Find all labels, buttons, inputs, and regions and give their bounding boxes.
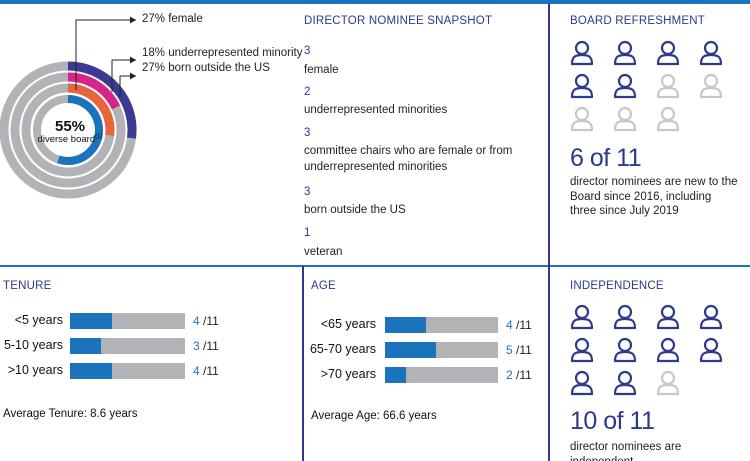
diverse-board-label: diverse board(1) (37, 134, 103, 146)
section-divider-vertical (548, 4, 550, 461)
bar-fill (70, 363, 112, 379)
bar-label: <65 years (320, 317, 376, 331)
bar-label: 5-10 years (3, 338, 63, 352)
leader-underrepresented-minority-arrowhead (130, 56, 136, 64)
bar-denominator: /11 (516, 318, 532, 332)
bar-denominator: /11 (516, 343, 532, 357)
independence-description: director nominees are independent. (570, 441, 682, 461)
bar-label: >70 years (320, 367, 376, 381)
bar-label: 65-70 years (309, 342, 376, 356)
bar-track (385, 342, 498, 358)
leader-female-arrowhead (130, 16, 136, 24)
person-icon (656, 40, 680, 66)
tenure-title: TENURE (3, 280, 52, 292)
legend-female: 27% female (142, 13, 203, 25)
person-icon (570, 40, 594, 66)
average-age: Average Age: 66.6 years (311, 410, 437, 422)
bar-track (385, 317, 498, 333)
person-icon (699, 40, 723, 66)
refreshment-title: BOARD REFRESHMENT (570, 15, 706, 27)
person-icon (613, 304, 637, 330)
bar-fill (70, 313, 112, 329)
snapshot-text: committee chairs who are female or from … (304, 145, 513, 173)
bar-track (70, 338, 185, 354)
snapshot-text: veteran (304, 246, 343, 258)
bar-denominator: /11 (203, 314, 219, 328)
person-icon (656, 73, 680, 99)
bar-count: 4 (506, 318, 517, 332)
bar-label: >10 years (7, 363, 63, 377)
person-icon (570, 337, 594, 363)
person-icon (613, 73, 637, 99)
snapshot-text: born outside the US (304, 204, 406, 216)
bar-value: 3 /11 (193, 339, 219, 353)
snapshot-number: 1 (304, 227, 311, 239)
independence-icon-grid (570, 304, 742, 403)
bar-track (70, 313, 185, 329)
bar-denominator: /11 (203, 364, 219, 378)
person-icon (656, 304, 680, 330)
bar-count: 3 (193, 339, 204, 353)
ring-diverse-board-segment (57, 95, 103, 165)
leader-female (75, 19, 136, 90)
bar-track (70, 363, 185, 379)
bar-track (385, 367, 498, 383)
bar-count: 4 (193, 314, 204, 328)
person-icon (570, 304, 594, 330)
person-icon (699, 73, 723, 99)
snapshot-number: 3 (304, 45, 311, 57)
bar-value: 2 /11 (506, 368, 532, 382)
person-icon (613, 337, 637, 363)
leader-underrepresented-minority (111, 59, 136, 92)
person-icon (570, 73, 594, 99)
person-icon (570, 370, 594, 396)
snapshot-number: 3 (304, 127, 311, 139)
legend-underrepresented-minority: 18% underrepresented minority (142, 47, 303, 59)
person-icon (656, 337, 680, 363)
person-icon (613, 106, 637, 132)
person-icon (613, 40, 637, 66)
bar-value: 4 /11 (193, 314, 219, 328)
average-tenure: Average Tenure: 8.6 years (3, 408, 138, 420)
bar-count: 5 (506, 343, 517, 357)
ring-born-outside-us-segment (67, 61, 137, 139)
section-divider-horizontal (0, 265, 750, 267)
bar-fill (385, 317, 427, 333)
ring-underrepresented-minority-segment (67, 72, 121, 110)
section-divider-vertical (302, 266, 304, 461)
diversity-donut-chart (0, 16, 137, 199)
bar-count: 2 (506, 368, 517, 382)
leader-born-outside-us-arrowhead (130, 72, 136, 80)
bar-value: 5 /11 (506, 343, 532, 357)
bar-fill (70, 338, 102, 354)
bar-value: 4 /11 (193, 364, 219, 378)
snapshot-text: underrepresented minorities (304, 104, 448, 116)
snapshot-title: DIRECTOR NOMINEE SNAPSHOT (304, 15, 493, 27)
person-icon (699, 304, 723, 330)
independence-count: 10 of 11 (570, 407, 655, 435)
bar-fill (385, 342, 437, 358)
refreshment-icon-grid (570, 40, 742, 139)
bar-denominator: /11 (516, 368, 532, 382)
person-icon (656, 370, 680, 396)
person-icon (613, 370, 637, 396)
person-icon (699, 337, 723, 363)
person-icon (656, 106, 680, 132)
bar-label: <5 years (14, 313, 63, 327)
snapshot-number: 3 (304, 186, 311, 198)
top-rule (0, 0, 750, 4)
bar-fill (385, 367, 406, 383)
snapshot-text: female (304, 64, 339, 76)
bar-count: 4 (193, 364, 204, 378)
bar-denominator: /11 (203, 339, 219, 353)
bar-value: 4 /11 (506, 318, 532, 332)
diverse-board-percent: 55% (54, 118, 86, 135)
independence-title: INDEPENDENCE (570, 280, 664, 292)
snapshot-number: 2 (304, 86, 311, 98)
age-title: AGE (311, 280, 336, 292)
legend-born-outside-us: 27% born outside the US (142, 62, 270, 74)
refreshment-description: director nominees are new to the Board s… (570, 176, 738, 217)
refreshment-count: 6 of 11 (570, 144, 642, 172)
person-icon (570, 106, 594, 132)
